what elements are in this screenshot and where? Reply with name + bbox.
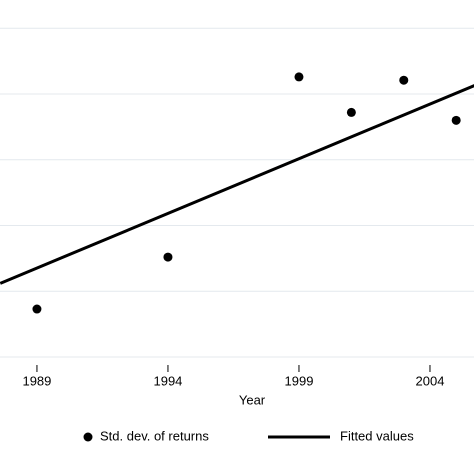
x-tick-label: 1999: [285, 373, 314, 388]
data-point: [346, 107, 356, 117]
fitted-line: [0, 84, 474, 285]
x-tick-label: 2004: [416, 373, 445, 388]
data-point: [451, 115, 461, 125]
x-tick-label: 1994: [153, 373, 182, 388]
data-point: [399, 75, 409, 85]
legend-marker: [83, 432, 93, 442]
legend-label: Std. dev. of returns: [100, 428, 209, 443]
legend-label: Fitted values: [340, 428, 414, 443]
x-axis-title: Year: [239, 392, 266, 407]
data-point: [163, 252, 173, 262]
data-point: [294, 72, 304, 82]
data-point: [32, 304, 42, 314]
x-tick-label: 1989: [22, 373, 51, 388]
